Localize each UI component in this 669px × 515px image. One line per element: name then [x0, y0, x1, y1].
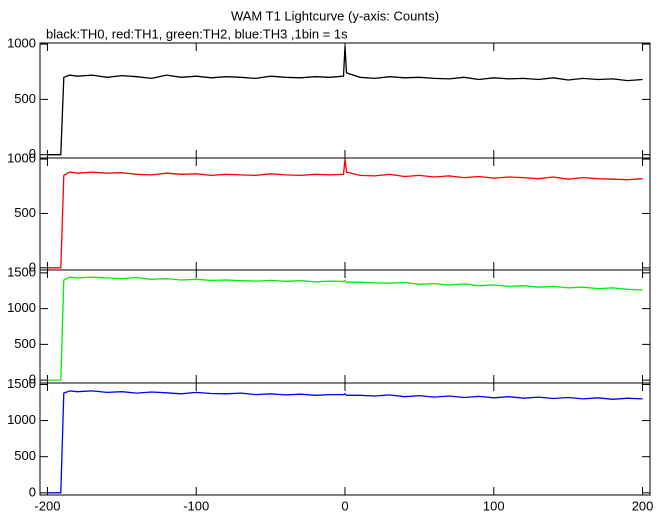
plot-frame	[39, 157, 651, 271]
y-tick-label: 1500	[7, 264, 36, 279]
plot-frame	[39, 42, 651, 159]
y-tick-label: 500	[14, 336, 36, 351]
chart-subtitle: black:TH0, red:TH1, green:TH2, blue:TH3 …	[46, 26, 348, 41]
chart-title: WAM T1 Lightcurve (y-axis: Counts)	[231, 8, 439, 23]
y-tick-label: 0	[29, 484, 36, 499]
y-tick-label: 0	[29, 146, 36, 161]
series-line	[47, 390, 643, 494]
x-tick-label: -100	[183, 498, 209, 513]
plot-frame	[39, 382, 651, 496]
series-line	[47, 276, 643, 381]
y-tick-label: 1000	[7, 151, 36, 166]
x-tick-label: -200	[34, 498, 60, 513]
series-line	[47, 159, 643, 269]
y-tick-label: 1000	[7, 300, 36, 315]
x-tick-label: 0	[341, 498, 348, 513]
y-tick-label: 0	[29, 259, 36, 274]
y-tick-label: 0	[29, 372, 36, 387]
y-tick-label: 1500	[7, 376, 36, 391]
y-tick-label: 500	[14, 91, 36, 106]
y-tick-label: 1000	[7, 36, 36, 51]
x-tick-label: 200	[632, 498, 654, 513]
series-line	[47, 46, 643, 156]
y-tick-label: 500	[14, 448, 36, 463]
x-tick-label: 100	[483, 498, 505, 513]
y-tick-label: 500	[14, 205, 36, 220]
y-tick-label: 1000	[7, 412, 36, 427]
